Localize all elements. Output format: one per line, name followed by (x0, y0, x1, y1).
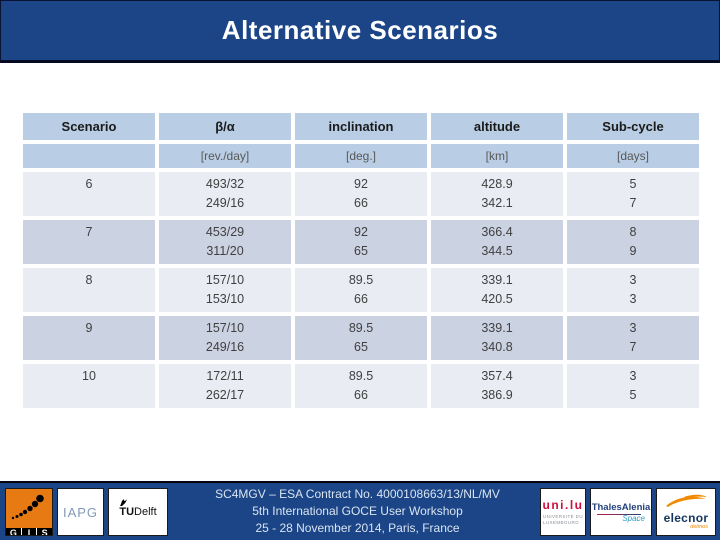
cell-altitude: 428.9 342.1 (431, 172, 563, 216)
cell-scenario: 8 (23, 268, 155, 312)
column-header-sub-cycle: Sub-cycle (567, 113, 699, 140)
cell-inclination: 92 66 (295, 172, 427, 216)
cell-inclination: 89.5 66 (295, 268, 427, 312)
gis-dotted-curve-icon (6, 489, 52, 528)
footer-date-line: 25 - 28 November 2014, Paris, France (255, 521, 460, 535)
unit-cell-sub-cycle: [days] (567, 144, 699, 168)
column-header-scenario: Scenario (23, 113, 155, 140)
elecnor-deimos-logo: elecnor deimos (656, 488, 716, 536)
iapg-logo: IAPG (57, 488, 104, 536)
thales-underline (597, 513, 641, 515)
page-title: Alternative Scenarios (221, 15, 499, 45)
unilu-logo: uni.lu UNIVERSITÉ DU LUXEMBOURG (540, 488, 586, 536)
unit-cell-scenario (23, 144, 155, 168)
cell-scenario: 10 (23, 364, 155, 408)
cell-scenario: 6 (23, 172, 155, 216)
cell-inclination: 92 65 (295, 220, 427, 264)
column-header-altitude: altitude (431, 113, 563, 140)
cell-beta-alpha: 157/10 153/10 (159, 268, 291, 312)
scenario-number: 9 (85, 321, 93, 335)
column-header-beta-alpha: β/α (159, 113, 291, 140)
tudelft-logo: TUDelft (108, 488, 168, 536)
cell-altitude: 339.1 340.8 (431, 316, 563, 360)
title-bar: Alternative Scenarios (0, 0, 720, 63)
gis-logo: G I S (5, 488, 53, 536)
cell-scenario: 7 (23, 220, 155, 264)
cell-altitude: 357.4 386.9 (431, 364, 563, 408)
footer-text: SC4MGV – ESA Contract No. 4000108663/13/… (175, 486, 540, 537)
footer-bar: G I S IAPG TUDelft SC4MGV – ESA Contract… (0, 481, 720, 540)
cell-beta-alpha: 493/32 249/16 (159, 172, 291, 216)
cell-altitude: 366.4 344.5 (431, 220, 563, 264)
cell-beta-alpha: 453/29 311/20 (159, 220, 291, 264)
tudelft-flame-icon (119, 498, 128, 510)
gis-letters: G I S (6, 528, 52, 535)
cell-inclination: 89.5 65 (295, 316, 427, 360)
unit-cell-inclination: [deg.] (295, 144, 427, 168)
cell-altitude: 339.1 420.5 (431, 268, 563, 312)
cell-beta-alpha: 172/11 262/17 (159, 364, 291, 408)
unit-cell-beta-alpha: [rev./day] (159, 144, 291, 168)
column-header-inclination: inclination (295, 113, 427, 140)
scenario-number: 10 (82, 369, 96, 383)
scenario-number: 6 (85, 177, 93, 191)
unit-cell-altitude: [km] (431, 144, 563, 168)
cell-inclination: 89.5 66 (295, 364, 427, 408)
cell-beta-alpha: 157/10 249/16 (159, 316, 291, 360)
cell-scenario: 9 (23, 316, 155, 360)
footer-workshop-line: 5th International GOCE User Workshop (252, 504, 463, 518)
elecnor-swoosh-icon (664, 494, 708, 513)
scenario-table: Scenario β/α inclination altitude Sub-cy… (23, 113, 699, 408)
footer-contract-line: SC4MGV – ESA Contract No. 4000108663/13/… (215, 487, 500, 501)
thales-alenia-logo: ThalesAlenia Space (590, 488, 652, 536)
scenario-number: 7 (85, 225, 93, 239)
scenario-number: 8 (85, 273, 93, 287)
